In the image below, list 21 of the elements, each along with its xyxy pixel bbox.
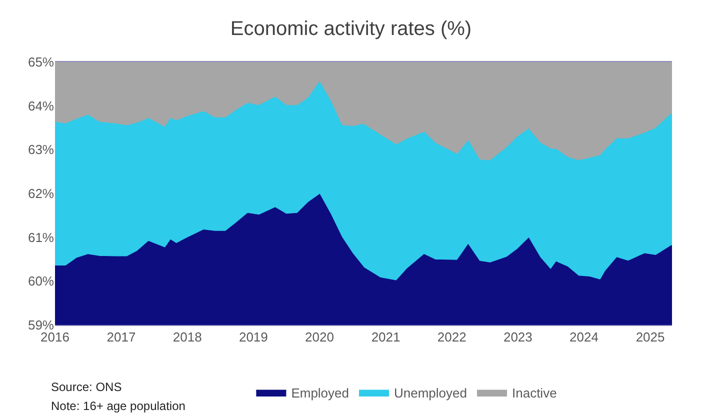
chart-title: Economic activity rates (%) — [230, 18, 472, 40]
text: Note: 16+ age population — [51, 399, 186, 413]
x-tick-label: 2024 — [570, 330, 598, 345]
x-tick-label: 2020 — [305, 330, 334, 345]
x-tick-label: 2017 — [106, 330, 136, 345]
y-tick-label: 64% — [28, 98, 54, 114]
legend-label: Employed — [291, 386, 350, 401]
x-tick-label: 2023 — [503, 330, 532, 345]
y-tick-label: 61% — [28, 230, 54, 245]
legend-label: Unemployed — [394, 386, 468, 401]
x-tick-label: 2025 — [636, 330, 665, 345]
y-tick-label: 60% — [28, 274, 54, 289]
source-note: Source: ONS — [51, 380, 122, 394]
x-tick-label: 2022 — [437, 330, 466, 345]
x-tick-label: 2018 — [172, 330, 202, 345]
y-tick-label: 63% — [28, 142, 54, 158]
x-tick-label: 2019 — [238, 330, 268, 345]
y-tick-label: 65% — [28, 54, 54, 70]
y-tick-label: 62% — [28, 186, 54, 202]
legend-label: Inactive — [512, 386, 557, 401]
x-tick-label: 2021 — [371, 330, 400, 345]
